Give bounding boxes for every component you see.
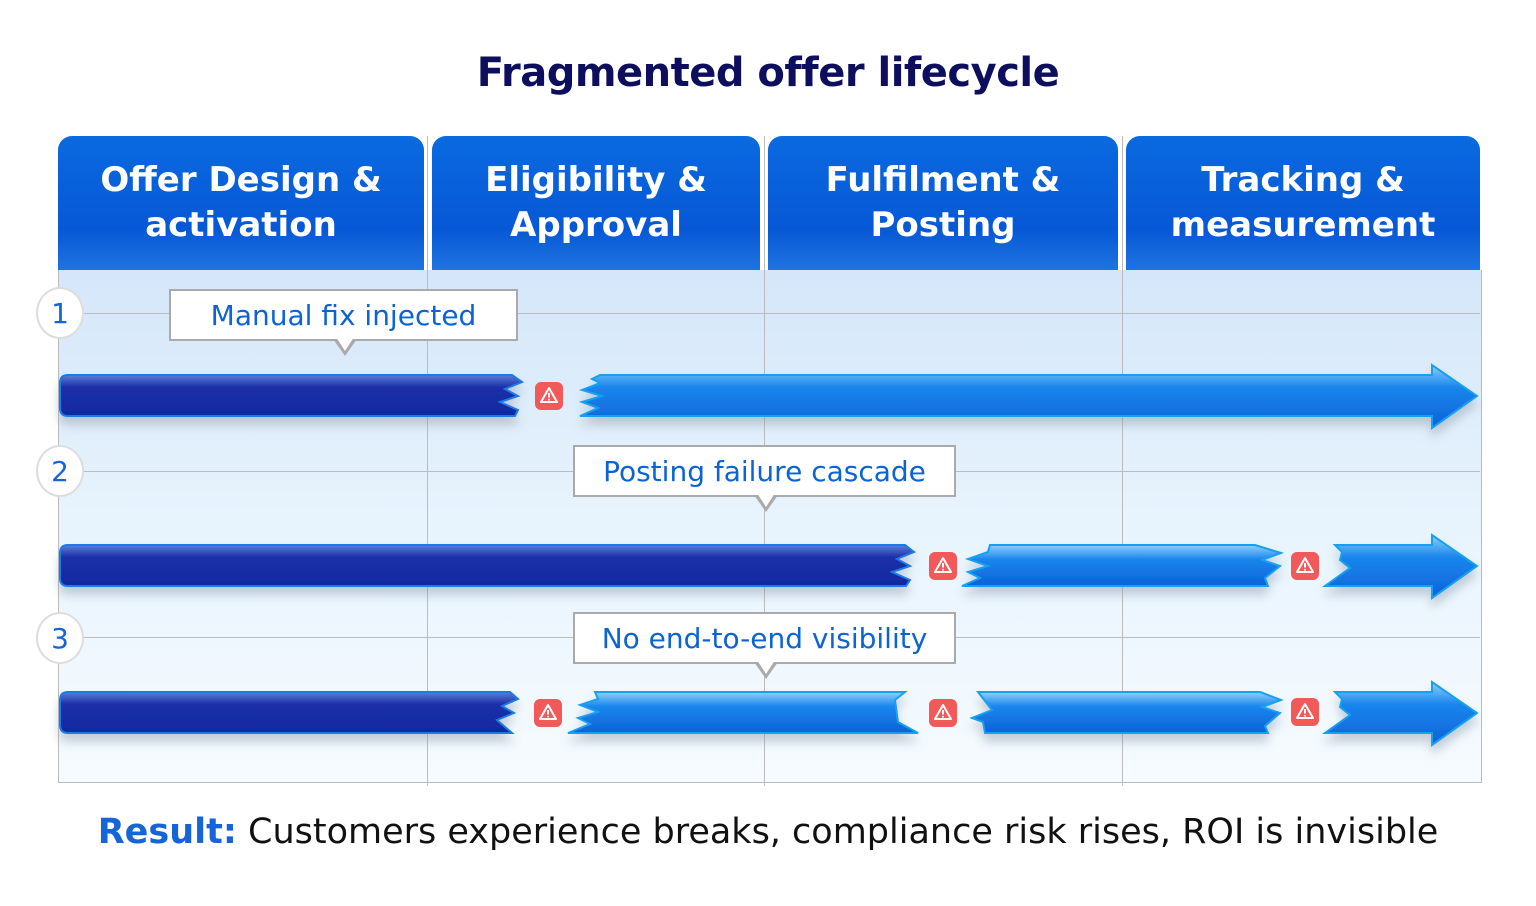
flow-arrow: [1321, 533, 1479, 600]
row-line: [58, 313, 1480, 314]
warning-triangle-icon: [534, 381, 564, 411]
column-header-eligibility: Eligibility & Approval: [432, 136, 760, 270]
callout-text: No end-to-end visibility: [601, 621, 928, 655]
column-header-tracking: Tracking & measurement: [1126, 136, 1480, 270]
header-line: Fulfilment &: [825, 160, 1061, 200]
column-header-offer-design: Offer Design & activation: [58, 136, 424, 270]
row-number-badge: 1: [36, 287, 84, 339]
flow-arrow: [578, 363, 1479, 430]
callout-pointer: [754, 493, 778, 512]
flow-segment: [59, 374, 525, 417]
row-number-badge: 2: [36, 445, 84, 497]
column-divider: [1122, 136, 1123, 786]
header-line: Offer Design &: [100, 160, 382, 200]
flow-segment: [969, 691, 1284, 734]
result-text: Customers experience breaks, compliance …: [236, 812, 1439, 852]
result-label: Result:: [97, 812, 237, 852]
warning-triangle-icon: [928, 551, 958, 581]
warning-triangle-icon: [533, 698, 563, 728]
flow-segment: [59, 691, 520, 734]
header-line: Approval: [510, 205, 682, 245]
header-line: Tracking &: [1201, 160, 1405, 200]
callout-pointer: [333, 337, 357, 356]
column-header-fulfilment: Fulfilment & Posting: [768, 136, 1118, 270]
callout-text: Manual fix injected: [210, 298, 477, 332]
warning-triangle-icon: [1290, 697, 1320, 727]
flow-segment: [961, 544, 1285, 587]
flow-arrow: [1321, 680, 1479, 747]
callout-text: Posting failure cascade: [603, 454, 926, 488]
diagram-title: Fragmented offer lifecycle: [476, 50, 1060, 96]
flow-segment: [59, 544, 916, 587]
column-divider: [427, 136, 428, 786]
header-line: activation: [145, 205, 337, 245]
warning-triangle-icon: [1290, 551, 1320, 581]
row-number-badge: 3: [36, 612, 84, 664]
result-statement: Result: Customers experience breaks, com…: [0, 812, 1536, 852]
flow-segment: [567, 691, 919, 734]
header-line: Posting: [870, 205, 1016, 245]
header-line: Eligibility &: [485, 160, 707, 200]
callout-manual-fix: Manual fix injected: [169, 289, 518, 356]
callout-posting-failure: Posting failure cascade: [573, 445, 956, 512]
header-line: measurement: [1170, 205, 1436, 245]
warning-triangle-icon: [928, 698, 958, 728]
callout-pointer: [754, 660, 778, 679]
callout-no-visibility: No end-to-end visibility: [573, 612, 956, 679]
